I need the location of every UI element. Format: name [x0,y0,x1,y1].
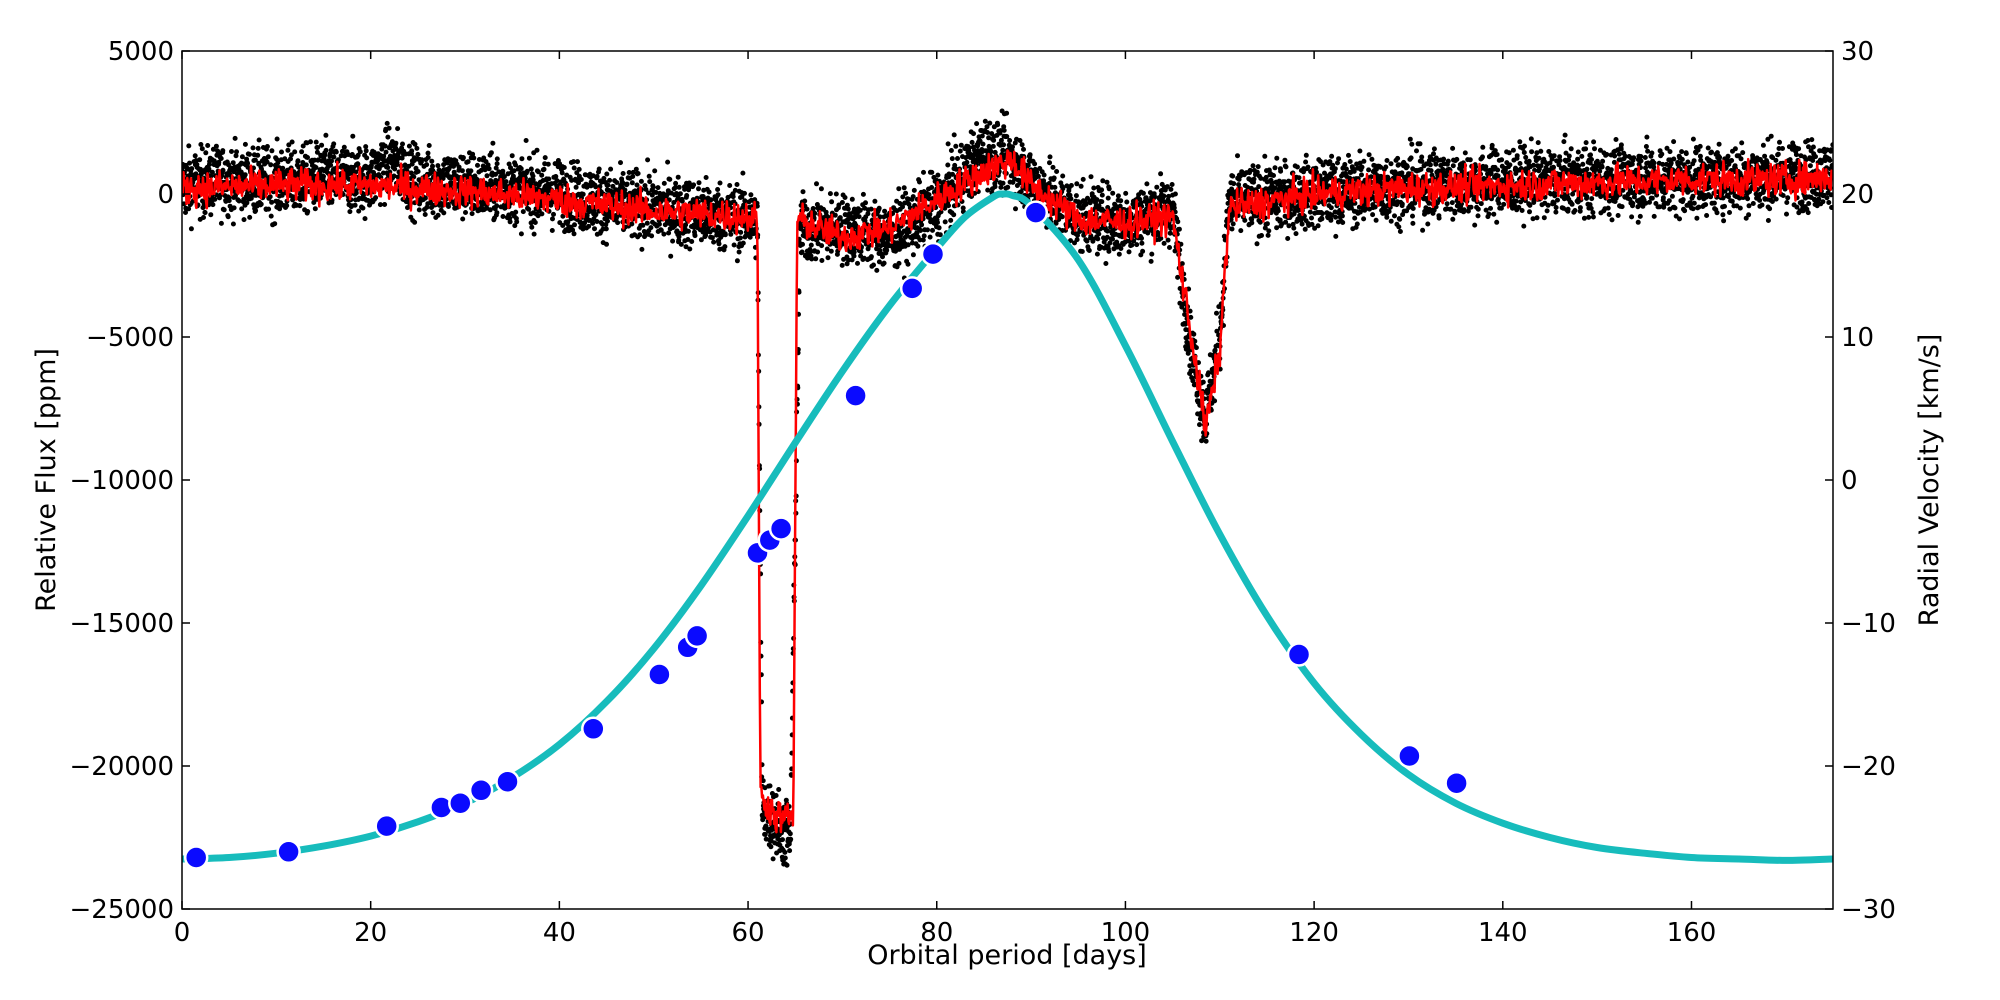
rv-measurement-point [581,716,606,742]
rv-measurement-point [276,839,301,865]
right-y-tick-label: 20 [1841,180,1874,210]
left-y-tick-label: −25000 [70,895,175,925]
rv-measurement-point [899,276,925,301]
rv-measurement-point [920,241,946,267]
x-tick-label: 0 [174,918,191,948]
rv-measurement-point [684,623,710,649]
right-y-tick-label: −10 [1841,609,1896,639]
left-y-tick-label: 5000 [108,37,174,67]
rv-measurement-point [448,790,473,816]
rv-measurement-point [1286,642,1312,667]
rv-points-layer [183,200,1469,870]
x-axis-label: Orbital period [days] [867,940,1147,971]
right-y-tick-label: 30 [1841,37,1874,67]
x-tick-label: 20 [354,918,387,948]
x-tick-label: 100 [1101,918,1151,948]
x-tick-label: 80 [920,918,953,948]
left-y-tick-label: 0 [157,180,174,210]
rv-measurement-point [183,845,209,870]
rv-measurement-point [647,662,672,687]
right-y-tick-label: −20 [1841,752,1896,782]
rv-measurement-point [843,383,868,408]
right-y-tick-label: 0 [1841,466,1858,496]
left-y-tick-label: −15000 [70,609,175,639]
left-y-axis: 5000 0 −5000 −10000 −15000 −20000 −25000 [70,37,190,925]
x-tick-label: 140 [1478,918,1528,948]
x-axis: 0 20 40 60 80 100 120 140 160 [174,51,1717,948]
rv-measurement-point [768,516,794,541]
x-tick-label: 120 [1289,918,1339,948]
left-y-tick-label: −20000 [70,752,175,782]
rv-measurement-point [1444,770,1469,796]
right-y-axis-label: Radial Velocity [km/s] [1914,334,1945,627]
right-y-tick-label: 10 [1841,323,1874,353]
left-y-tick-label: −5000 [86,323,174,353]
rv-measurement-point [1023,200,1049,225]
x-tick-label: 40 [543,918,576,948]
x-tick-label: 160 [1667,918,1717,948]
rv-measurement-point [495,769,520,794]
right-y-axis: 30 20 10 0 −10 −20 −30 [1825,37,1896,925]
rv-measurement-point [374,813,399,839]
right-y-tick-label: −30 [1841,895,1896,925]
x-tick-label: 60 [732,918,765,948]
left-y-axis-label: Relative Flux [ppm] [31,348,62,612]
rv-measurement-point [468,778,494,803]
rv-measurement-point [1397,743,1422,769]
left-y-tick-label: −10000 [70,466,175,496]
smoothed-flux-line [182,149,1833,834]
